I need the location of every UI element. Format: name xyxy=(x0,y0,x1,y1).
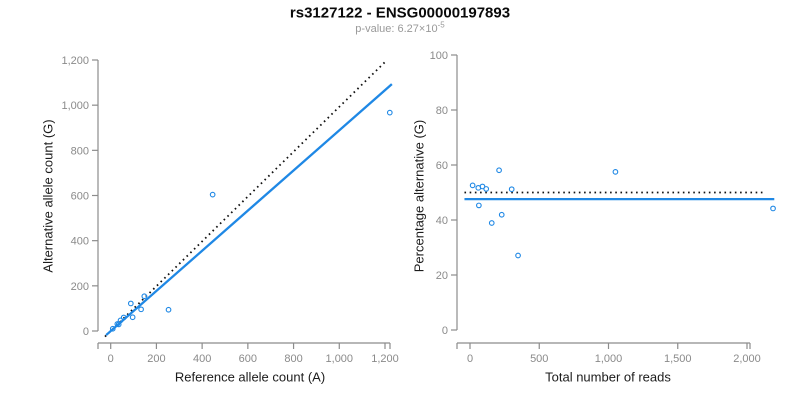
right-data-point xyxy=(496,167,502,174)
right-y-tick-label: 80 xyxy=(436,105,448,117)
left-y-tick-label: 1,000 xyxy=(61,100,89,112)
left-y-tick-label: 600 xyxy=(71,191,89,203)
left-data-point xyxy=(129,314,136,321)
right-y-axis-title: Percentage alternative (G) xyxy=(411,119,427,273)
left-data-point xyxy=(209,191,216,198)
left-x-axis-title: Reference allele count (A) xyxy=(174,369,326,385)
page-title: rs3127122 - ENSG00000197893 xyxy=(289,4,511,22)
p-value-subtitle: p-value: 6.27×10-5 xyxy=(355,20,445,35)
right-y-tick-label: 0 xyxy=(442,325,448,337)
right-data-point xyxy=(770,205,776,212)
right-y-tick-label: 60 xyxy=(436,160,448,172)
left-y-tick-label: 800 xyxy=(71,145,89,157)
left-x-tick-label: 0 xyxy=(108,353,114,365)
left-y-tick-label: 0 xyxy=(83,326,89,338)
left-data-point xyxy=(386,109,393,116)
regression-line xyxy=(105,83,393,336)
right-data-point xyxy=(479,183,486,190)
left-y-tick-label: 1,200 xyxy=(61,55,89,67)
left-x-tick-label: 600 xyxy=(239,353,257,365)
left-x-tick-label: 800 xyxy=(284,353,302,365)
left-x-tick-label: 1,000 xyxy=(326,353,354,365)
right-x-tick-label: 500 xyxy=(530,353,548,365)
right-data-point xyxy=(469,182,476,189)
right-data-point xyxy=(508,186,515,193)
left-x-tick-label: 200 xyxy=(147,353,165,365)
right-y-tick-label: 100 xyxy=(430,50,448,62)
right-y-tick-label: 20 xyxy=(436,270,448,282)
left-data-point xyxy=(120,314,127,321)
right-data-point xyxy=(515,252,521,259)
right-data-point xyxy=(476,202,482,209)
left-x-tick-label: 1,200 xyxy=(371,353,399,365)
left-data-point xyxy=(165,306,172,313)
right-data-point xyxy=(488,220,495,226)
right-data-point xyxy=(483,186,490,192)
right-data-point xyxy=(612,169,619,175)
identity-line xyxy=(104,59,388,338)
left-y-tick-label: 400 xyxy=(71,236,89,248)
left-data-point xyxy=(127,300,134,307)
right-y-tick-label: 40 xyxy=(436,215,448,227)
p-value-text: p-value: 6.27×10 xyxy=(355,23,438,35)
right-x-tick-label: 1,000 xyxy=(595,353,623,365)
left-data-point xyxy=(109,325,116,332)
p-value-exponent: -5 xyxy=(437,20,445,30)
left-data-point xyxy=(141,293,148,300)
right-x-tick-label: 1,500 xyxy=(664,353,692,365)
right-x-tick-label: 2,000 xyxy=(733,353,761,365)
right-x-tick-label: 0 xyxy=(467,353,473,365)
left-x-tick-label: 400 xyxy=(193,353,211,365)
left-y-axis-title: Alternative allele count (G) xyxy=(40,119,56,273)
left-y-tick-label: 200 xyxy=(71,281,89,293)
left-data-point xyxy=(138,306,144,313)
right-data-point xyxy=(498,211,505,218)
right-x-axis-title: Total number of reads xyxy=(545,369,671,385)
left-data-point xyxy=(117,317,124,324)
